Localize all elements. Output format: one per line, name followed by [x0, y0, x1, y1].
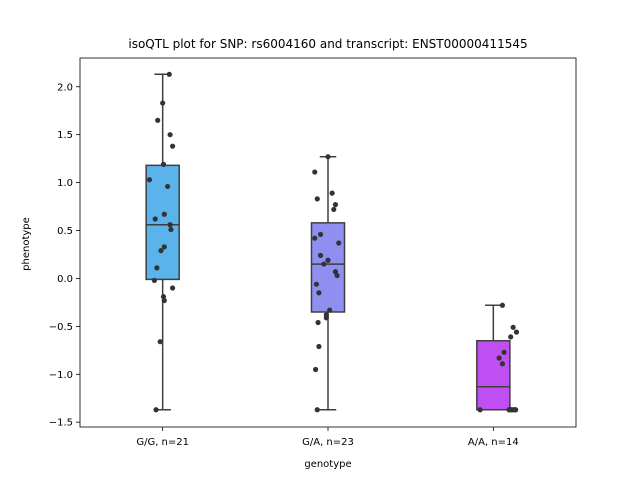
data-point	[161, 297, 167, 304]
data-point	[161, 211, 167, 217]
box	[145, 164, 180, 281]
data-point	[154, 265, 160, 271]
data-point	[168, 226, 174, 233]
data-point	[153, 407, 159, 413]
data-point	[513, 407, 519, 413]
data-point	[508, 334, 514, 340]
data-point	[152, 216, 158, 222]
data-point	[325, 154, 331, 160]
plot-area: −1.5 −1.0 −0.5 0.0 0.5 1.0 1.5 2.0 G/G, n=21 G/A,…	[49, 57, 577, 448]
box-group	[310, 154, 346, 413]
data-point	[146, 177, 153, 183]
data-point	[513, 329, 520, 335]
y-axis-label: phenotype	[21, 217, 32, 271]
box-group	[476, 302, 520, 413]
data-point	[315, 319, 321, 326]
x-tick-label: G/G, n=21	[136, 437, 189, 448]
data-point	[314, 196, 320, 202]
data-point	[155, 117, 161, 123]
box-group	[145, 71, 180, 413]
data-point	[165, 183, 171, 190]
data-point	[316, 343, 322, 350]
data-point	[496, 355, 502, 361]
data-point	[312, 235, 318, 241]
data-point	[317, 231, 324, 237]
data-point	[499, 361, 506, 367]
data-point	[169, 285, 176, 291]
data-point	[321, 261, 327, 267]
data-point	[157, 339, 163, 345]
data-point	[323, 315, 329, 321]
data-point	[329, 190, 335, 196]
data-point	[336, 240, 342, 246]
data-point	[160, 100, 166, 106]
y-tick-label: −1.5	[49, 418, 73, 429]
y-tick-label: 1.0	[57, 178, 73, 189]
data-point	[316, 290, 322, 296]
data-point	[332, 202, 339, 208]
data-point	[167, 222, 173, 228]
y-tick-label: 0.0	[57, 274, 73, 285]
data-point	[161, 244, 167, 250]
y-tick-label: 0.5	[57, 226, 73, 237]
plot-frame	[79, 57, 577, 428]
data-point	[510, 324, 516, 330]
data-point	[313, 281, 320, 287]
chart-title: isoQTL plot for SNP: rs6004160 and trans…	[128, 37, 527, 51]
data-point	[327, 307, 333, 313]
data-point	[508, 407, 515, 413]
data-point	[158, 248, 164, 254]
data-point	[151, 277, 157, 283]
y-tick-label: 1.5	[57, 130, 73, 141]
data-point	[477, 407, 483, 413]
data-point	[499, 302, 506, 308]
y-tick-label: 2.0	[57, 82, 73, 93]
data-point	[331, 206, 337, 213]
data-point	[317, 252, 324, 259]
data-point	[167, 132, 173, 138]
data-point	[166, 71, 172, 77]
data-point	[169, 143, 176, 149]
data-point	[325, 257, 331, 263]
data-point	[334, 272, 340, 279]
x-tick-label: A/A, n=14	[468, 437, 519, 448]
data-point	[501, 349, 507, 355]
data-point	[313, 366, 319, 373]
data-point	[314, 407, 320, 413]
data-point	[312, 169, 318, 175]
y-tick-label: −0.5	[49, 322, 73, 333]
x-axis-label: genotype	[304, 459, 351, 470]
x-tick-label: G/A, n=23	[302, 437, 354, 448]
data-point	[160, 161, 167, 167]
y-tick-label: −1.0	[49, 370, 73, 381]
